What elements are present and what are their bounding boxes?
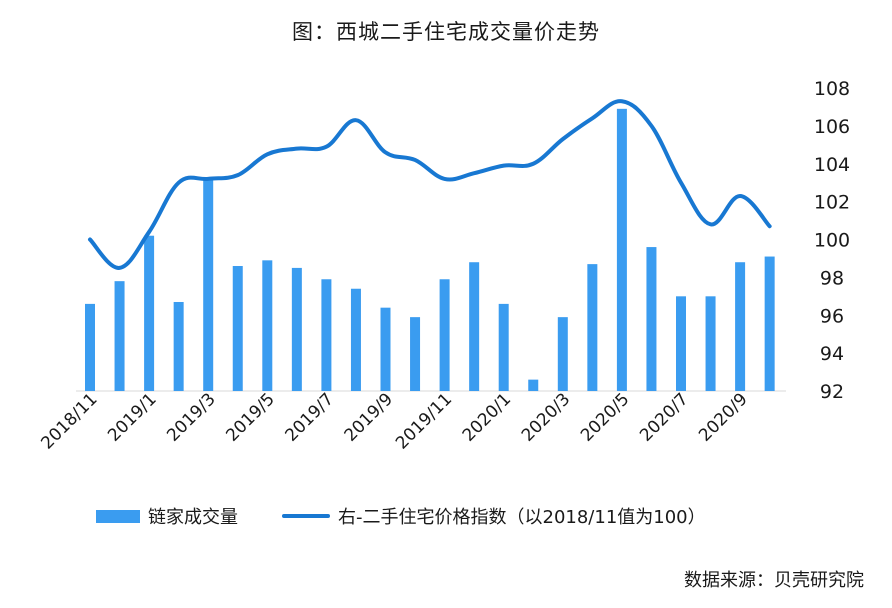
x-tick-label: 2020/9: [695, 389, 751, 445]
line-series: [88, 99, 772, 270]
bar: [144, 235, 155, 391]
bar: [764, 256, 775, 391]
x-tick-label: 2020/5: [577, 389, 633, 445]
x-tick-label: 2019/9: [341, 389, 397, 445]
y-tick-label: 94: [820, 343, 844, 365]
legend-bar-swatch: [96, 509, 140, 523]
bar: [705, 296, 716, 391]
bar: [469, 262, 480, 391]
x-tick-label: 2020/1: [459, 389, 515, 445]
bar: [262, 260, 273, 391]
legend-bar-label: 链家成交量: [148, 507, 238, 528]
x-tick-label: 2019/7: [281, 389, 337, 445]
legend-line-label: 右-二手住宅价格指数（以2018/11值为100）: [338, 507, 706, 528]
y-tick-label: 92: [820, 381, 844, 403]
bar: [587, 264, 598, 391]
source-note: 数据来源：贝壳研究院: [684, 570, 864, 591]
x-tick-label: 2019/5: [222, 389, 278, 445]
bar: [232, 266, 243, 391]
y-tick-label: 104: [814, 154, 850, 176]
bar: [410, 317, 421, 391]
bar: [114, 281, 125, 391]
bar: [350, 288, 361, 391]
bar: [380, 307, 391, 391]
bar: [646, 247, 657, 391]
x-tick-label: 2019/11: [392, 389, 456, 453]
x-tick-label: 2019/3: [163, 389, 219, 445]
legend: 链家成交量 右-二手住宅价格指数（以2018/11值为100）: [96, 504, 706, 528]
bar: [735, 262, 746, 391]
price-index-line: [88, 99, 772, 270]
bar: [321, 279, 332, 391]
y-tick-label: 102: [814, 192, 850, 214]
x-tick-label: 2018/11: [37, 389, 101, 453]
x-tick-label: 2019/1: [104, 389, 160, 445]
bar: [616, 108, 627, 392]
chart-title: 图：西城二手住宅成交量价走势: [292, 20, 600, 44]
x-tick-label: 2020/3: [518, 389, 574, 445]
x-tick-label: 2020/7: [636, 389, 692, 445]
y-tick-label: 108: [814, 78, 850, 100]
x-axis: 2018/11 2019/1 2019/3 2019/5 2019/7 2019/9201…: [37, 389, 751, 453]
bar: [291, 267, 302, 391]
legend-line-swatch: [282, 514, 330, 518]
bar: [439, 279, 450, 391]
bar: [498, 303, 509, 391]
bar: [203, 178, 214, 391]
y-tick-label: 98: [820, 267, 844, 289]
y-tick-label: 100: [814, 230, 850, 252]
legend-item-bar: 链家成交量: [96, 503, 238, 529]
bar: [85, 303, 95, 391]
bar-series: [85, 108, 775, 392]
bar: [528, 379, 539, 391]
y-tick-label: 96: [820, 305, 844, 327]
legend-item-line: 右-二手住宅价格指数（以2018/11值为100）: [282, 503, 706, 529]
bar: [173, 301, 184, 391]
bar: [676, 296, 686, 391]
right-y-axis: 92 94 96 98 100 102 104 106 108: [814, 78, 850, 403]
bar: [557, 317, 568, 391]
y-tick-label: 106: [814, 116, 850, 138]
